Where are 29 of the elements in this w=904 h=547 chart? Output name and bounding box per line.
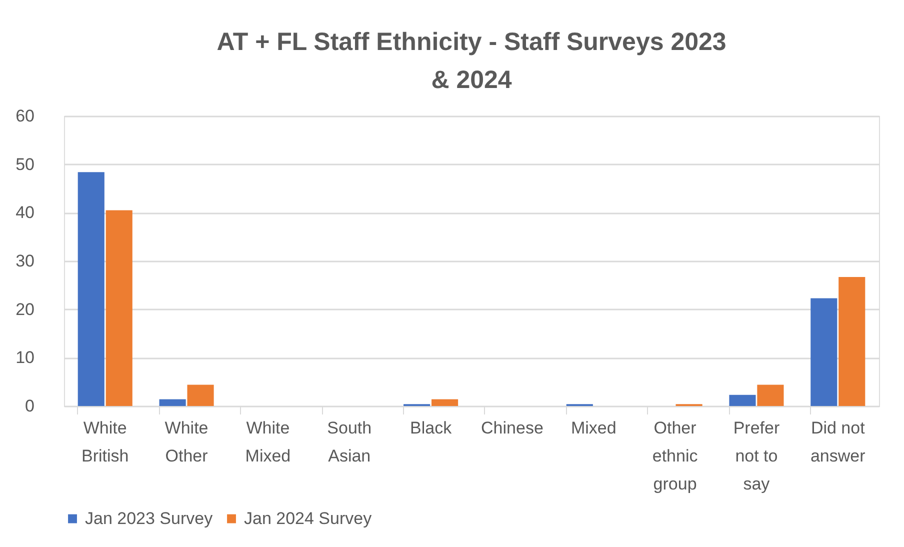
y-tick-label: 50 <box>16 154 34 174</box>
bar <box>810 298 838 406</box>
y-tick-label: 0 <box>25 396 34 416</box>
y-tick-label: 30 <box>16 252 34 270</box>
legend-label: Jan 2023 Survey <box>85 508 214 528</box>
x-tick-label: White Mixed <box>245 418 291 466</box>
bar <box>757 384 784 406</box>
bar <box>187 384 214 406</box>
y-tick-label: 10 <box>16 348 34 368</box>
x-tick-label: Prefer not to say <box>733 418 780 494</box>
x-tick-label: Black <box>410 418 452 438</box>
x-tick-label: Chinese <box>481 418 544 438</box>
y-tick-label: 40 <box>16 203 34 222</box>
x-tick-label: South Asian <box>327 418 372 466</box>
bar <box>838 276 866 406</box>
x-tick-label: White British <box>82 418 129 466</box>
x-tick-label: Mixed <box>570 418 616 438</box>
bar <box>106 210 132 406</box>
x-tick-label: Did not answer <box>810 418 866 466</box>
bar <box>729 394 756 406</box>
legend-label: Jan 2024 Survey <box>244 508 372 528</box>
bar <box>159 399 186 406</box>
bar <box>78 172 104 406</box>
chart-title: AT + FL Staff Ethnicity - Staff Surveys 2023 & 2024 <box>216 28 726 94</box>
bar <box>431 399 458 406</box>
y-tick-label: 20 <box>16 300 34 319</box>
x-tick-label: White Other <box>164 418 208 466</box>
x-tick-label: Other ethnic group <box>652 418 698 494</box>
y-tick-label: 60 <box>16 106 34 126</box>
